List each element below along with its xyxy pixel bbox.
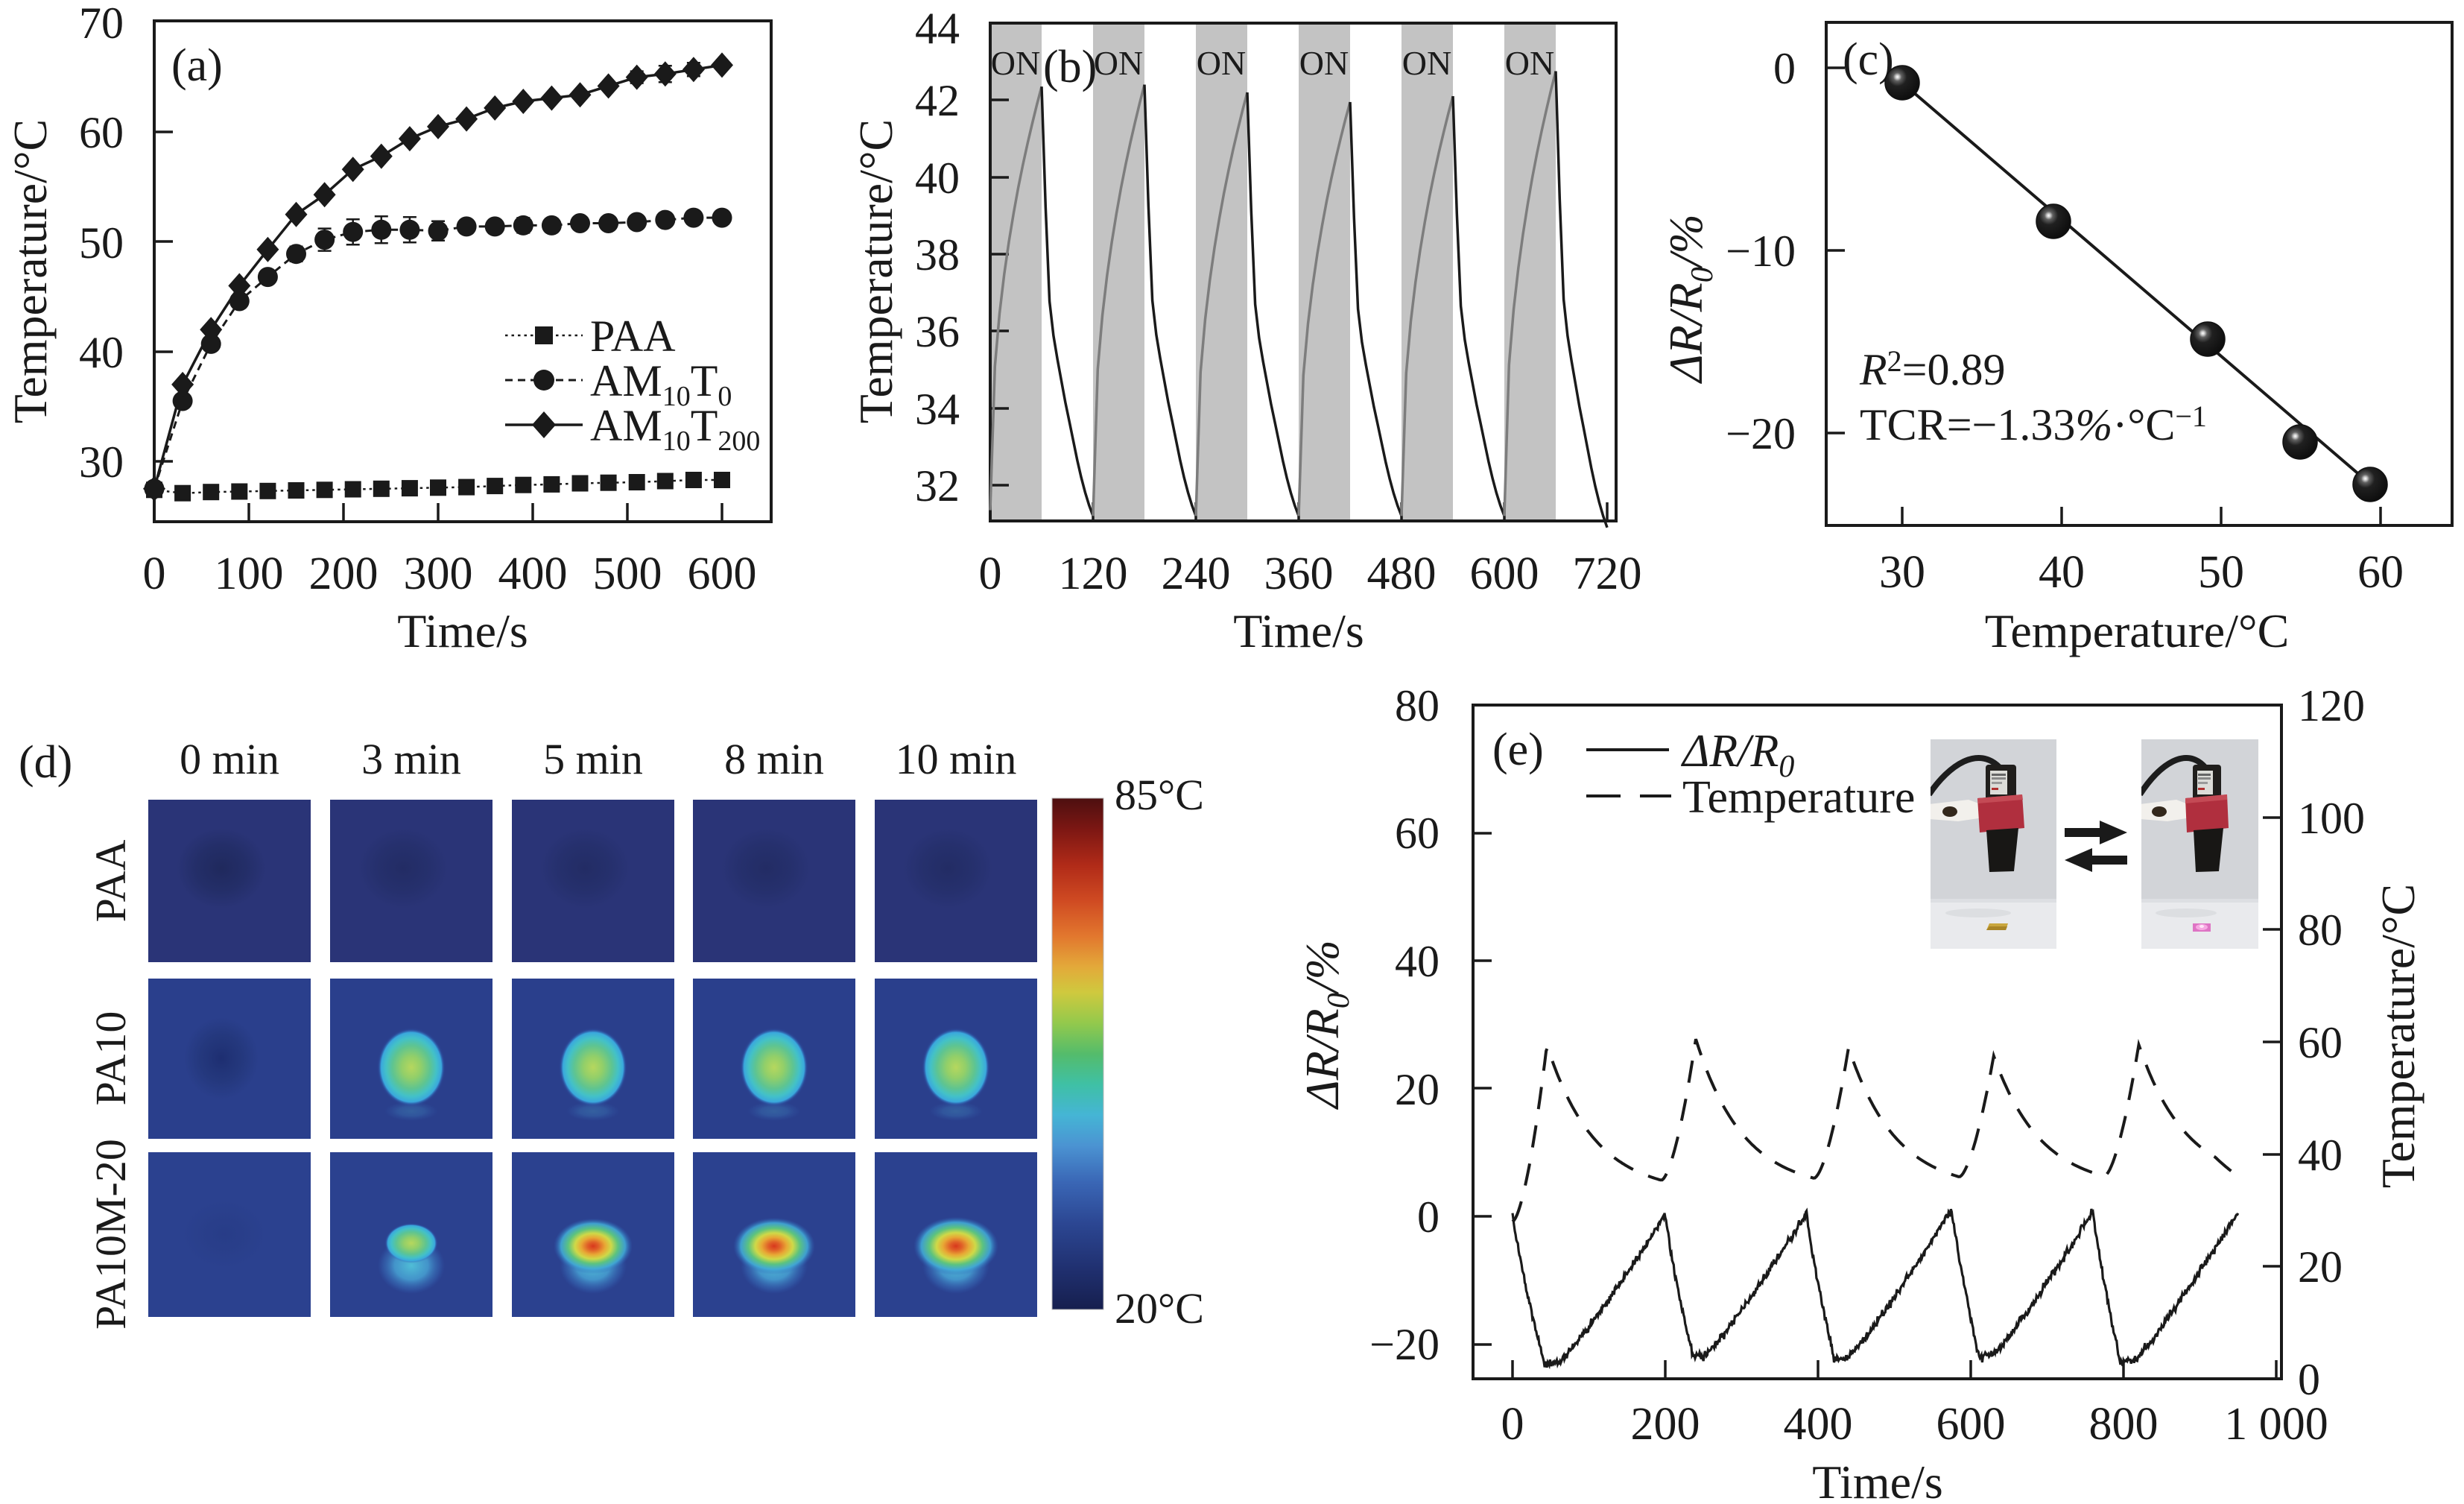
svg-text:60: 60: [2357, 547, 2404, 598]
svg-text:40: 40: [1395, 937, 1440, 986]
svg-text:0: 0: [1501, 1399, 1524, 1450]
svg-text:PA10M-20: PA10M-20: [86, 1139, 135, 1330]
svg-text:60: 60: [1395, 809, 1440, 858]
svg-text:−10: −10: [1726, 227, 1796, 276]
svg-text:−20: −20: [1369, 1320, 1440, 1369]
svg-text:60: 60: [79, 108, 124, 157]
svg-text:10 min: 10 min: [896, 735, 1017, 783]
svg-text:5 min: 5 min: [543, 735, 643, 783]
svg-text:80: 80: [1395, 681, 1440, 730]
svg-text:Temperature/°C: Temperature/°C: [1985, 604, 2290, 657]
svg-text:0: 0: [2298, 1355, 2320, 1404]
svg-text:600: 600: [1936, 1399, 2006, 1450]
svg-text:ON: ON: [1402, 44, 1451, 82]
svg-text:3 min: 3 min: [361, 735, 461, 783]
svg-text:8 min: 8 min: [724, 735, 824, 783]
svg-text:Time/s: Time/s: [1812, 1456, 1943, 1504]
svg-text:ΔR/R0: ΔR/R0: [1680, 726, 1794, 784]
svg-text:ON: ON: [1197, 44, 1246, 82]
svg-text:ΔR/R0/%: ΔR/R0/%: [1296, 940, 1356, 1110]
svg-text:36: 36: [915, 307, 960, 356]
svg-text:Temperature/°C: Temperature/°C: [4, 119, 57, 424]
svg-text:ON: ON: [1094, 44, 1143, 82]
svg-text:20: 20: [1395, 1065, 1440, 1114]
svg-text:PAA: PAA: [590, 312, 676, 361]
svg-text:240: 240: [1162, 549, 1231, 599]
svg-text:80: 80: [2298, 906, 2343, 955]
svg-text:50: 50: [2198, 547, 2244, 598]
svg-text:ON: ON: [1299, 44, 1349, 82]
svg-text:TCR=−1.33%·°C−1: TCR=−1.33%·°C−1: [1860, 399, 2207, 449]
svg-text:40: 40: [2039, 547, 2085, 598]
svg-text:PA10: PA10: [86, 1011, 135, 1106]
svg-text:500: 500: [593, 549, 662, 599]
svg-text:34: 34: [915, 385, 960, 434]
svg-text:0 min: 0 min: [180, 735, 279, 783]
svg-text:300: 300: [404, 549, 473, 599]
svg-text:Temperature/°C: Temperature/°C: [849, 119, 902, 424]
svg-text:480: 480: [1367, 549, 1437, 599]
svg-text:42: 42: [915, 76, 960, 125]
svg-text:40: 40: [2298, 1131, 2343, 1180]
svg-text:800: 800: [2089, 1399, 2159, 1450]
svg-text:40: 40: [915, 154, 960, 203]
svg-text:0: 0: [143, 549, 166, 599]
svg-text:200: 200: [1631, 1399, 1700, 1450]
svg-text:AM10T0: AM10T0: [590, 356, 732, 412]
svg-text:ON: ON: [991, 44, 1040, 82]
svg-text:(d): (d): [19, 737, 72, 788]
svg-text:38: 38: [915, 230, 960, 279]
svg-text:85°C: 85°C: [1115, 771, 1204, 819]
svg-text:70: 70: [79, 0, 124, 48]
svg-text:400: 400: [1784, 1399, 1853, 1450]
svg-text:R2=0.89: R2=0.89: [1859, 344, 2006, 394]
svg-text:44: 44: [915, 4, 960, 53]
svg-text:100: 100: [215, 549, 284, 599]
svg-text:60: 60: [2298, 1018, 2343, 1067]
svg-text:100: 100: [2298, 794, 2365, 843]
svg-text:600: 600: [1470, 549, 1539, 599]
svg-text:40: 40: [79, 328, 124, 377]
svg-text:PAA: PAA: [86, 840, 135, 923]
svg-text:120: 120: [2298, 681, 2365, 730]
svg-text:0: 0: [979, 549, 1002, 599]
svg-text:1 000: 1 000: [2224, 1399, 2328, 1450]
svg-text:(e): (e): [1492, 724, 1544, 775]
svg-text:32: 32: [915, 461, 960, 511]
svg-text:400: 400: [498, 549, 568, 599]
svg-text:0: 0: [1417, 1192, 1440, 1242]
svg-text:ON: ON: [1505, 44, 1554, 82]
svg-text:Time/s: Time/s: [397, 604, 528, 657]
svg-text:Time/s: Time/s: [1233, 604, 1364, 657]
svg-text:(c): (c): [1843, 34, 1894, 85]
svg-text:Temperature: Temperature: [1682, 772, 1915, 823]
svg-text:20°C: 20°C: [1115, 1284, 1204, 1333]
svg-text:20: 20: [2298, 1242, 2343, 1292]
svg-text:30: 30: [1879, 547, 1925, 598]
svg-text:0: 0: [1773, 44, 1796, 93]
svg-text:720: 720: [1573, 549, 1642, 599]
svg-text:120: 120: [1059, 549, 1128, 599]
svg-text:ΔR/R0/%: ΔR/R0/%: [1659, 214, 1720, 385]
svg-text:(b): (b): [1043, 42, 1097, 92]
svg-text:30: 30: [79, 437, 124, 487]
svg-text:600: 600: [688, 549, 757, 599]
svg-text:50: 50: [79, 218, 124, 268]
svg-text:200: 200: [309, 549, 379, 599]
svg-text:360: 360: [1264, 549, 1334, 599]
svg-text:Temperature/°C: Temperature/°C: [2372, 884, 2425, 1189]
svg-text:(a): (a): [171, 40, 223, 91]
svg-text:−20: −20: [1726, 409, 1796, 458]
